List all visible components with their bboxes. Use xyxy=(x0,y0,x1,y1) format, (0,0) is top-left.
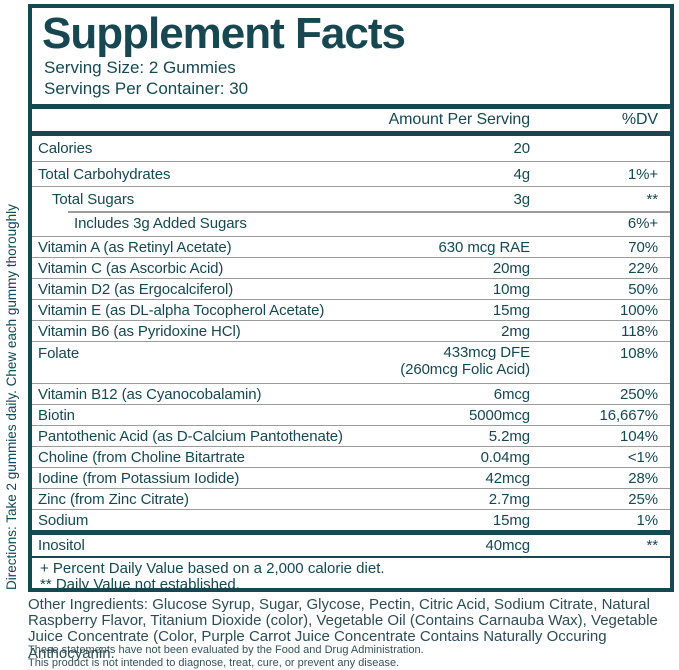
dv-value: <1% xyxy=(627,448,658,466)
row-iodine: Iodine (from Potassium Iodide) 42mcg 28% xyxy=(32,467,670,488)
row-total-carbohydrates: Total Carbohydrates 4g 1%+ xyxy=(32,161,670,186)
nutrient-name: Total Sugars xyxy=(52,190,135,208)
row-vitamin-d2: Vitamin D2 (as Ergocalciferol) 10mg 50% xyxy=(32,278,670,299)
amount-value: 40mcg xyxy=(485,536,530,554)
row-calories: Calories 20 xyxy=(32,136,670,161)
amount-value: 3g xyxy=(513,190,531,208)
row-vitamin-e: Vitamin E (as DL-alpha Tocopherol Acetat… xyxy=(32,299,670,320)
dv-value: 70% xyxy=(628,238,658,256)
amount-value: 433mcg DFE (260mcg Folic Acid) xyxy=(345,342,530,378)
dv-value: 28% xyxy=(628,469,658,487)
amount-value: 20mg xyxy=(492,259,530,277)
row-zinc: Zinc (from Zinc Citrate) 2.7mg 25% xyxy=(32,488,670,509)
serving-size: Serving Size: 2 Gummies xyxy=(44,58,236,77)
dv-value: 22% xyxy=(628,259,658,277)
row-vitamin-b12: Vitamin B12 (as Cyanocobalamin) 6mcg 250… xyxy=(32,383,670,404)
row-vitamin-b6: Vitamin B6 (as Pyridoxine HCl) 2mg 118% xyxy=(32,320,670,341)
nutrient-name: Vitamin C (as Ascorbic Acid) xyxy=(38,259,224,277)
footnote-percent-dv: + Percent Daily Value based on a 2,000 c… xyxy=(40,560,385,578)
divider-footnotes xyxy=(32,555,670,559)
row-vitamin-c: Vitamin C (as Ascorbic Acid) 20mg 22% xyxy=(32,257,670,278)
amount-value: 6mcg xyxy=(493,385,530,403)
dv-value: 16,667% xyxy=(599,406,658,424)
row-total-sugars: Total Sugars 3g ** xyxy=(32,186,670,211)
dv-value: ** xyxy=(646,190,659,208)
panel-title: Supplement Facts xyxy=(42,9,406,58)
other-ingredients-text: Other Ingredients: Glucose Syrup, Sugar,… xyxy=(28,596,658,662)
nutrient-name: Calories xyxy=(38,140,93,158)
amount-value: 20 xyxy=(513,140,531,158)
amount-value: 0.04mg xyxy=(480,448,531,466)
nutrient-name: Vitamin E (as DL-alpha Tocopherol Acetat… xyxy=(38,301,325,319)
amount-line-1: 433mcg DFE xyxy=(443,344,530,362)
dv-value: 1% xyxy=(636,511,659,529)
row-vitamin-a: Vitamin A (as Retinyl Acetate) 630 mcg R… xyxy=(32,236,670,257)
amount-value: 42mcg xyxy=(485,469,530,487)
disclaimer-line-1: These statements have not been evaluated… xyxy=(28,644,424,656)
nutrient-name: Zinc (from Zinc Citrate) xyxy=(38,490,189,508)
amount-value: 5.2mg xyxy=(488,427,530,445)
dv-value: 104% xyxy=(620,427,658,445)
nutrient-name: Vitamin D2 (as Ergocalciferol) xyxy=(38,280,234,298)
row-pantothenic-acid: Pantothenic Acid (as D-Calcium Pantothen… xyxy=(32,425,670,446)
amount-value: 5000mcg xyxy=(468,406,530,424)
directions-vertical-text: Directions: Take 2 gummies daily. Chew e… xyxy=(4,204,19,590)
dv-value: 50% xyxy=(628,280,658,298)
nutrient-name: Biotin xyxy=(38,406,75,424)
row-sodium: Sodium 15mg 1% xyxy=(32,509,670,530)
amount-value: 10mg xyxy=(492,280,530,298)
table-header-row: Amount Per Serving %DV xyxy=(32,109,670,131)
dv-value: 6%+ xyxy=(627,215,658,233)
dv-value: 108% xyxy=(620,345,658,363)
amount-value: 15mg xyxy=(492,511,530,529)
dv-value: 1%+ xyxy=(627,165,658,183)
row-inositol: Inositol 40mcg ** xyxy=(32,535,670,556)
header-amount-per-serving: Amount Per Serving xyxy=(388,111,530,129)
amount-value: 2.7mg xyxy=(488,490,530,508)
fda-disclaimer: These statements have not been evaluated… xyxy=(28,644,678,670)
nutrient-name: Includes 3g Added Sugars xyxy=(74,215,247,233)
row-biotin: Biotin 5000mcg 16,667% xyxy=(32,404,670,425)
nutrient-name: Inositol xyxy=(38,536,85,554)
nutrient-name: Choline (from Choline Bitartrate xyxy=(38,448,245,466)
row-choline: Choline (from Choline Bitartrate 0.04mg … xyxy=(32,446,670,467)
dv-value: 118% xyxy=(621,322,658,340)
nutrient-name: Folate xyxy=(38,345,80,363)
dv-value: 250% xyxy=(620,385,658,403)
nutrient-name: Vitamin B12 (as Cyanocobalamin) xyxy=(38,385,262,403)
servings-per-container: Servings Per Container: 30 xyxy=(44,78,249,98)
row-folate: Folate 433mcg DFE (260mcg Folic Acid) 10… xyxy=(32,341,670,383)
divider-thick-inositol xyxy=(32,530,670,535)
row-added-sugars: Includes 3g Added Sugars 6%+ xyxy=(32,211,670,236)
footnotes: + Percent Daily Value based on a 2,000 c… xyxy=(32,558,670,595)
nutrient-name: Vitamin A (as Retinyl Acetate) xyxy=(38,238,232,256)
supplement-facts-panel: Supplement Facts Serving Size: 2 Gummies… xyxy=(28,4,674,592)
nutrient-name: Sodium xyxy=(38,511,89,529)
nutrient-name: Iodine (from Potassium Iodide) xyxy=(38,469,240,487)
header-dv: %DV xyxy=(621,111,658,129)
amount-line-2: (260mcg Folic Acid) xyxy=(400,360,530,378)
dv-value: 100% xyxy=(620,301,658,319)
disclaimer-line-2: This product is not intended to diagnose… xyxy=(28,656,400,669)
footnote-dv-not-established: ** Daily Value not established. xyxy=(40,576,240,594)
amount-value: 4g xyxy=(513,165,531,183)
amount-value: 2mg xyxy=(501,322,530,340)
divider-thick-header xyxy=(32,131,670,137)
nutrient-name: Vitamin B6 (as Pyridoxine HCl) xyxy=(38,322,241,340)
amount-value: 630 mcg RAE xyxy=(438,238,531,256)
dv-value: 25% xyxy=(628,490,658,508)
divider-thick-top xyxy=(32,104,670,110)
dv-value: ** xyxy=(646,536,659,554)
nutrient-name: Pantothenic Acid (as D-Calcium Pantothen… xyxy=(38,427,343,445)
nutrient-name: Total Carbohydrates xyxy=(38,165,171,183)
amount-value: 15mg xyxy=(492,301,530,319)
